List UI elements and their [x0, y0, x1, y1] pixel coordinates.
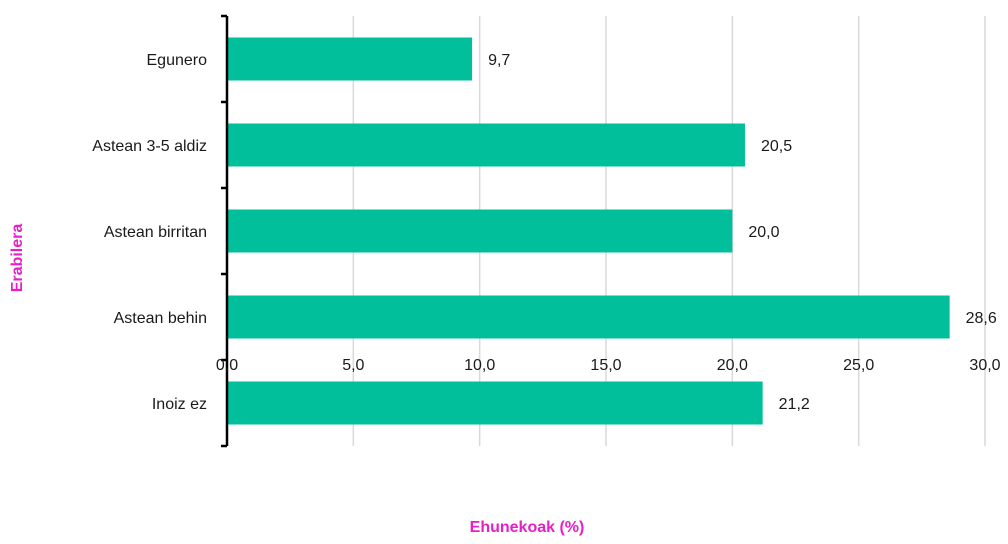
- data-label: 20,0: [748, 224, 779, 241]
- y-axis: [221, 14, 229, 448]
- data-label: 9,7: [488, 52, 510, 69]
- category-label: Inoiz ez: [152, 396, 207, 413]
- data-label: 21,2: [779, 396, 810, 413]
- x-tick-label: 15,0: [590, 357, 621, 374]
- x-tick-label: 5,0: [342, 357, 364, 374]
- bars: [227, 37, 950, 425]
- x-axis-title: Ehunekoak (%): [470, 519, 585, 536]
- x-tick-label: 25,0: [843, 357, 874, 374]
- x-tick-label: 20,0: [717, 357, 748, 374]
- y-axis-title: Erabilera: [9, 224, 26, 293]
- category-label: Astean birritan: [104, 224, 207, 241]
- bar: [227, 381, 763, 425]
- data-label: 20,5: [761, 138, 792, 155]
- bar: [227, 209, 733, 253]
- x-tick-label: 10,0: [464, 357, 495, 374]
- bar: [227, 295, 950, 339]
- bar: [227, 37, 473, 81]
- x-tick-label: 30,0: [969, 357, 1000, 374]
- category-label: Astean 3-5 aldiz: [92, 138, 207, 155]
- category-label: Astean behin: [114, 310, 207, 327]
- data-label: 28,6: [966, 310, 997, 327]
- bar: [227, 123, 745, 167]
- category-label: Egunero: [147, 52, 208, 69]
- x-tick-label: 0,0: [216, 357, 238, 374]
- labels: 0,0 5,0 10,0 15,0 20,0 25,0 30,0 Egunero 9,7 Aste…: [92, 52, 1000, 413]
